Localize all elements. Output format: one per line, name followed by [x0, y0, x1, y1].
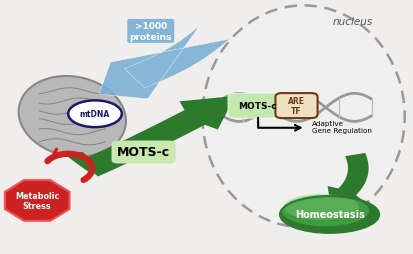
Text: Homeostasis: Homeostasis	[294, 210, 365, 220]
FancyBboxPatch shape	[275, 94, 318, 119]
Ellipse shape	[282, 195, 369, 226]
FancyBboxPatch shape	[112, 141, 176, 164]
Text: MOTS-c: MOTS-c	[117, 146, 170, 159]
Text: Metabolic
Stress: Metabolic Stress	[15, 191, 59, 210]
Text: nucleus: nucleus	[333, 17, 373, 26]
Ellipse shape	[68, 101, 122, 128]
Text: MOTS-c: MOTS-c	[239, 102, 277, 111]
Polygon shape	[6, 181, 69, 220]
Polygon shape	[99, 26, 230, 100]
Text: >1000
proteins: >1000 proteins	[130, 22, 172, 41]
FancyBboxPatch shape	[228, 94, 288, 119]
Ellipse shape	[19, 77, 126, 157]
Polygon shape	[80, 97, 235, 177]
Ellipse shape	[284, 194, 359, 220]
Text: mtDNA: mtDNA	[80, 110, 110, 119]
Ellipse shape	[280, 196, 379, 233]
Polygon shape	[6, 181, 69, 220]
Polygon shape	[328, 153, 368, 204]
Polygon shape	[68, 152, 99, 174]
Text: ARE
TF: ARE TF	[288, 97, 305, 116]
Text: Adaptive
Gene Regulation: Adaptive Gene Regulation	[312, 121, 372, 133]
Ellipse shape	[202, 6, 405, 227]
